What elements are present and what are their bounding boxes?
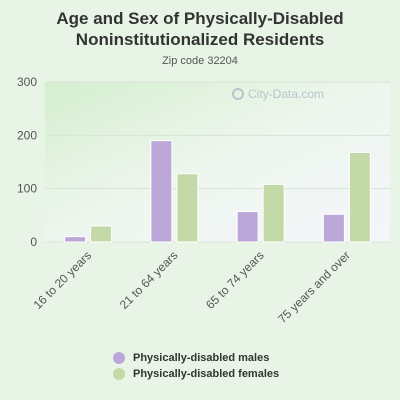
- legend-item-males: Physically-disabled males: [113, 350, 279, 365]
- bar-males[interactable]: [236, 211, 259, 243]
- y-tick-label: 300: [17, 75, 37, 89]
- y-tick-label: 0: [30, 235, 37, 249]
- watermark: City-Data.com: [232, 87, 324, 101]
- y-tick-label: 100: [17, 182, 37, 196]
- chart-title-line1: Age and Sex of Physically-Disabled: [56, 9, 344, 28]
- chart-title-line2: Noninstitutionalized Residents: [75, 30, 325, 49]
- bar-males[interactable]: [150, 140, 173, 243]
- legend-swatch-males: [113, 351, 125, 364]
- legend-label-females: Physically-disabled females: [133, 367, 280, 380]
- y-axis: 0 100 200 300: [17, 75, 37, 249]
- y-tick-label: 200: [17, 128, 37, 142]
- legend-label-males: Physically-disabled males: [133, 351, 270, 364]
- bar-females[interactable]: [176, 173, 199, 243]
- x-tick-label: 65 to 74 years: [203, 248, 267, 312]
- legend-swatch-females: [113, 367, 125, 380]
- x-tick-label: 21 to 64 years: [117, 248, 181, 312]
- x-axis: 16 to 20 years 21 to 64 years 65 to 74 yea…: [31, 248, 353, 326]
- bar-males[interactable]: [64, 236, 87, 243]
- chart-title: Age and Sex of Physically-Disabled Nonin…: [0, 8, 400, 50]
- x-tick-label: 75 years and over: [275, 248, 353, 326]
- chart-subtitle: Zip code 32204: [162, 55, 238, 67]
- legend-item-females: Physically-disabled females: [113, 366, 279, 381]
- search-icon: [232, 88, 244, 100]
- legend: Physically-disabled males Physically-dis…: [113, 350, 279, 382]
- bar-females[interactable]: [262, 183, 285, 243]
- bars: [64, 140, 371, 243]
- x-tick-label: 16 to 20 years: [31, 248, 95, 312]
- watermark-text: City-Data.com: [248, 87, 325, 101]
- bar-females[interactable]: [348, 151, 371, 243]
- bar-males[interactable]: [322, 213, 345, 243]
- bar-females[interactable]: [90, 225, 113, 243]
